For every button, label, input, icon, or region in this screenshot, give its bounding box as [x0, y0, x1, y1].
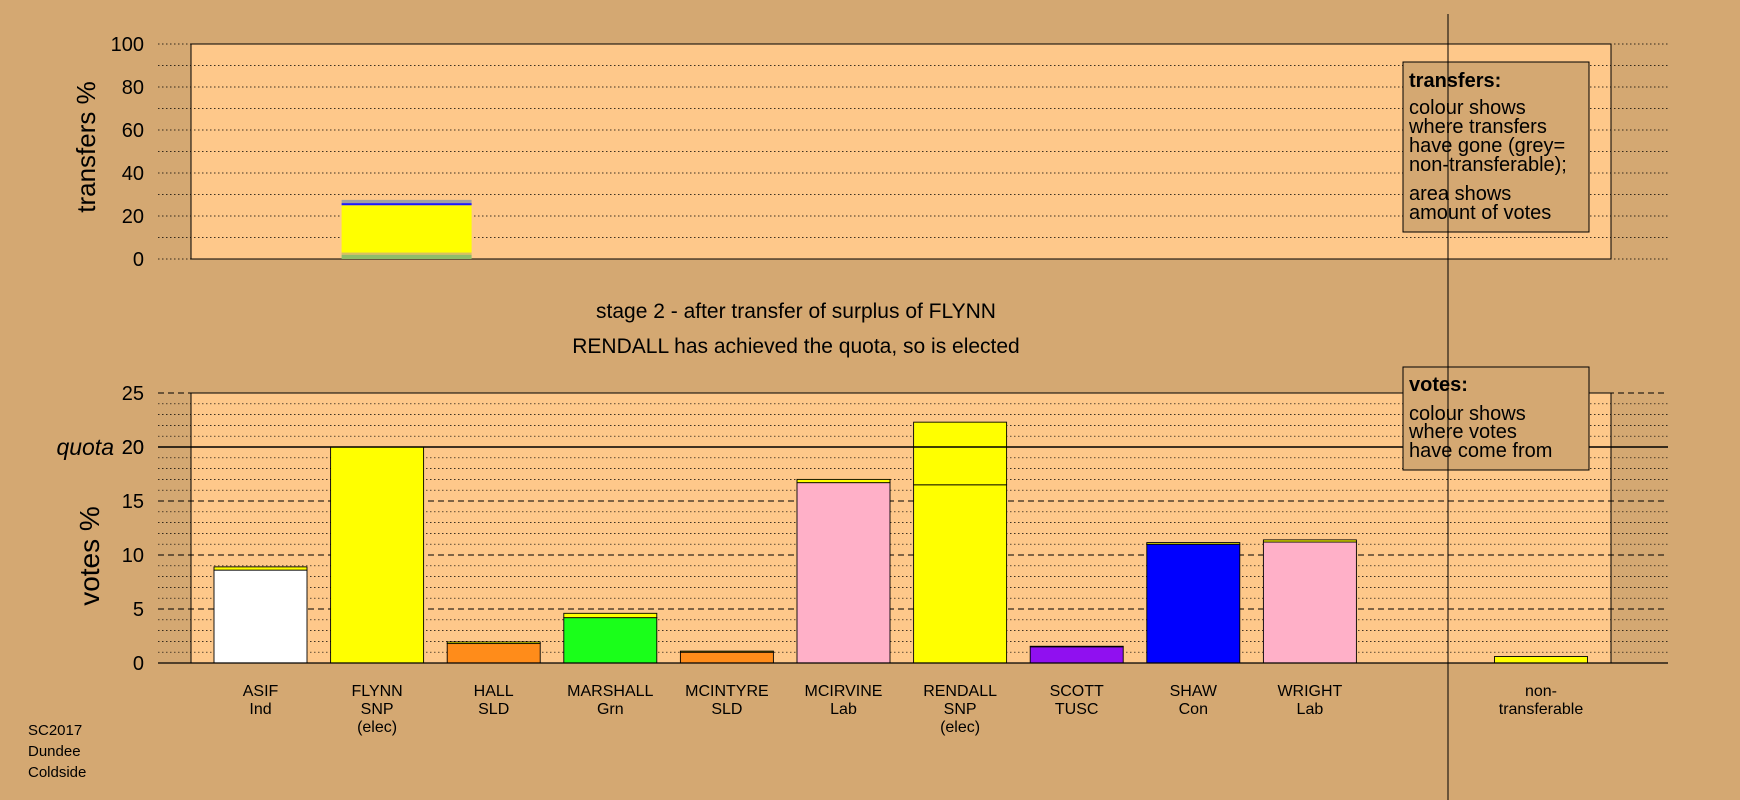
- x-tick-label: (elec): [357, 719, 397, 736]
- x-tick-label: WRIGHT: [1277, 683, 1342, 700]
- transfers-legend-line: colour shows: [1409, 97, 1526, 119]
- vote-bar-segment: [330, 446, 425, 664]
- vote-bar-segment: [1262, 539, 1357, 543]
- y-tick-label: 60: [122, 120, 144, 142]
- x-tick-label: SHAW: [1170, 683, 1218, 700]
- y-tick-label: 20: [122, 437, 144, 459]
- vote-bar-segment: [1146, 543, 1241, 664]
- x-tick-label: MARSHALL: [567, 683, 653, 700]
- vote-bar-segment: [1029, 646, 1124, 664]
- transfers-legend: transfers: colour shows where transfers …: [1402, 61, 1590, 233]
- y-tick-label: 0: [133, 249, 144, 271]
- vote-bar-segment: [796, 482, 891, 664]
- transfer-bar-segment: [341, 254, 472, 259]
- transfers-legend-box: [1402, 61, 1590, 233]
- x-tick-label: SLD: [711, 701, 742, 718]
- y-tick-label: 80: [122, 77, 144, 99]
- y-tick-label: 10: [122, 545, 144, 567]
- x-tick-label: transferable: [1499, 701, 1584, 718]
- y-tick-label: 5: [133, 599, 144, 621]
- x-tick-label: non-: [1525, 683, 1557, 700]
- votes-legend-box: [1402, 366, 1590, 471]
- votes-legend: votes: colour shows where votes have com…: [1402, 366, 1590, 471]
- vote-bar-segment: [679, 650, 774, 653]
- vote-bar-segment: [213, 566, 308, 571]
- vote-bar-segment: [563, 612, 658, 619]
- x-tick-label: SNP: [361, 701, 394, 718]
- y-tick-label: 25: [122, 383, 144, 405]
- x-tick-label: Grn: [597, 701, 624, 718]
- votes-legend-line: colour shows: [1409, 403, 1526, 425]
- transfers-legend-line: where transfers: [1408, 116, 1547, 138]
- vote-bar-segment: [1262, 541, 1357, 664]
- y-tick-label: 40: [122, 163, 144, 185]
- vote-bar-segment: [1029, 645, 1124, 648]
- vote-bar-segment: [679, 651, 774, 664]
- x-tick-label: Ind: [249, 701, 271, 718]
- vote-bar-segment: [913, 484, 1008, 664]
- non-transferable-bar: [1494, 656, 1588, 664]
- x-tick-label: FLYNN: [351, 683, 402, 700]
- vote-bar-segment: [213, 569, 308, 664]
- transfers-legend-line: amount of votes: [1409, 202, 1551, 224]
- x-tick-label: TUSC: [1055, 701, 1099, 718]
- chart-title: stage 2 - after transfer of surplus of F…: [596, 300, 996, 323]
- x-tick-label: Con: [1179, 701, 1208, 718]
- y-tick-label: 0: [133, 653, 144, 675]
- transfers-panel: 0 20 40 60 80 100 transfers % transfers: colo…: [71, 34, 1668, 271]
- y-tick-label: 20: [122, 437, 144, 459]
- x-tick-label: MCIRVINE: [805, 683, 883, 700]
- x-tick-label: MCINTYRE: [685, 683, 769, 700]
- vote-bar-segment: [446, 641, 541, 645]
- vote-bar-segment: [796, 478, 891, 484]
- votes-legend-title: votes:: [1409, 374, 1468, 396]
- x-tick-label: ASIF: [243, 683, 279, 700]
- x-tick-label: SCOTT: [1050, 683, 1104, 700]
- vote-bar-segment: [913, 421, 1008, 486]
- x-tick-label: SNP: [944, 701, 977, 718]
- transfers-legend-line: non-transferable);: [1409, 154, 1567, 176]
- transfers-legend-line: area shows: [1409, 183, 1511, 205]
- transfer-bar-segment: [341, 252, 472, 255]
- footer-line: SC2017: [28, 722, 82, 739]
- transfer-bar-segment: [341, 205, 472, 253]
- chart-subtitle: RENDALL has achieved the quota, so is el…: [572, 335, 1020, 358]
- votes-legend-line: have come from: [1409, 440, 1552, 462]
- y-tick-label: 20: [122, 206, 144, 228]
- x-tick-label: HALL: [474, 683, 514, 700]
- vote-bar-segment: [1146, 542, 1241, 545]
- votes-legend-line: where votes: [1408, 421, 1517, 443]
- x-tick-label: (elec): [940, 719, 980, 736]
- footer-line: Dundee: [28, 743, 81, 760]
- vote-bar-segment: [563, 617, 658, 664]
- transfer-bar-segment: [341, 199, 472, 204]
- x-tick-label: RENDALL: [923, 683, 997, 700]
- footer-line: Coldside: [28, 764, 86, 781]
- transfers-legend-title: transfers:: [1409, 70, 1501, 92]
- transfer-bar-segment: [341, 203, 472, 206]
- transfers-y-axis-label: transfers %: [71, 81, 101, 213]
- votes-y-axis-label: votes %: [74, 506, 105, 606]
- quota-label: quota: [56, 434, 114, 460]
- vote-bar-segment: [446, 643, 541, 664]
- x-tick-label: SLD: [478, 701, 509, 718]
- x-tick-label: Lab: [1297, 701, 1324, 718]
- y-tick-label: 100: [111, 34, 144, 56]
- x-tick-label: Lab: [830, 701, 857, 718]
- votes-plot-area: [190, 392, 1612, 664]
- y-tick-label: 15: [122, 491, 144, 513]
